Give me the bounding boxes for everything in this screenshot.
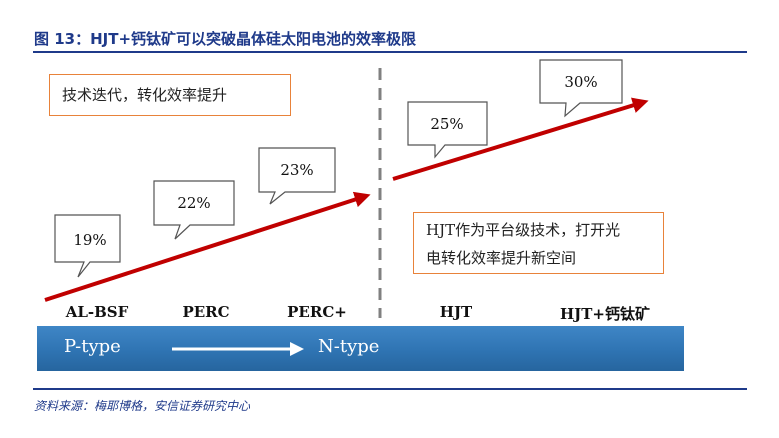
bottom-rule [33, 388, 747, 390]
trend-arrow-ntype [392, 97, 649, 181]
band-label-ntype: N-type [318, 336, 380, 357]
trend-arrow-ptype [44, 191, 371, 302]
note-tech-iteration: 技术迭代，转化效率提升 [49, 74, 291, 116]
tech-label-hjt-perovskite: HJT+钙钛矿 [559, 305, 651, 323]
callout-al-bsf-value: 19% [73, 231, 106, 249]
cell-type-band [37, 326, 684, 371]
title-rule [33, 51, 747, 53]
note-hjt-platform-line1: HJT作为平台级技术，打开光 [426, 221, 621, 239]
tech-label-hjt: HJT [439, 303, 473, 321]
tech-label-al-bsf: AL-BSF [65, 303, 129, 321]
callout-al-bsf: 19% [54, 214, 121, 278]
band-arrow [172, 342, 304, 356]
callout-hjt-perovskite-value: 30% [564, 73, 597, 91]
callout-perc-plus: 23% [258, 147, 336, 205]
callout-perc-value: 22% [177, 194, 210, 212]
figure-title: 图 13：HJT+钙钛矿可以突破晶体硅太阳电池的效率极限 [34, 30, 417, 48]
callout-hjt-value: 25% [430, 115, 463, 133]
band-label-ptype: P-type [64, 336, 121, 357]
callout-hjt: 25% [407, 101, 488, 159]
note-hjt-platform-line2: 电转化效率提升新空间 [426, 249, 577, 267]
callout-perc-plus-value: 23% [280, 161, 313, 179]
tech-label-perc-plus: PERC+ [287, 303, 347, 321]
source-note: 资料来源：梅耶博格，安信证券研究中心 [34, 399, 251, 413]
note-hjt-platform: HJT作为平台级技术，打开光 电转化效率提升新空间 [413, 212, 664, 274]
callout-perc: 22% [153, 180, 235, 240]
callout-hjt-perovskite: 30% [539, 59, 623, 118]
tech-label-perc: PERC [182, 303, 230, 321]
